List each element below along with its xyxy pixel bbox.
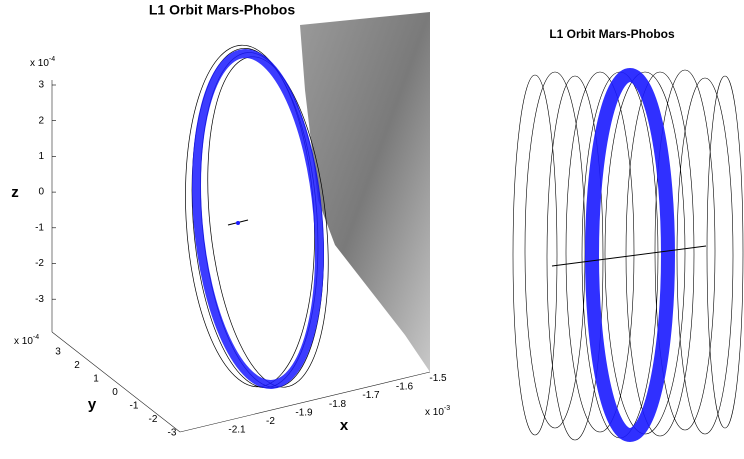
l1-marker-right bbox=[551, 245, 707, 267]
x-tick-label: -1.9 bbox=[295, 407, 313, 418]
x-label: x bbox=[340, 417, 349, 434]
z-tick-label: -1 bbox=[35, 222, 44, 233]
phobos-surface bbox=[300, 12, 430, 372]
x-tick-label: -2.1 bbox=[228, 425, 246, 436]
orbit-blue-right bbox=[585, 68, 675, 442]
y-tick-label: 1 bbox=[93, 374, 99, 385]
y-tick-label: -3 bbox=[168, 428, 177, 439]
y-tick-label: -1 bbox=[130, 401, 139, 412]
z-tick-label: 1 bbox=[38, 151, 44, 162]
z-tick-label: 0 bbox=[38, 187, 44, 198]
y-tick-label: 2 bbox=[74, 360, 80, 371]
z-tick-label: -3 bbox=[35, 294, 44, 305]
orbit-blue bbox=[192, 49, 324, 389]
x-tick-label: -1.6 bbox=[396, 382, 414, 393]
title: L1 Orbit Mars-Phobos bbox=[549, 27, 675, 41]
axes-box bbox=[51, 80, 431, 433]
z-label: z bbox=[11, 184, 19, 201]
y-tick-label: 0 bbox=[112, 387, 118, 398]
x-tick-label: -2 bbox=[266, 416, 275, 427]
y-tick-label: -2 bbox=[149, 414, 158, 425]
z-exponent: x 10-4 bbox=[30, 56, 55, 69]
x-tick-label: -1.5 bbox=[429, 373, 447, 384]
title: L1 Orbit Mars-Phobos bbox=[149, 2, 295, 18]
x-tick-label: -1.7 bbox=[362, 390, 380, 401]
z-tick-label: 2 bbox=[38, 115, 44, 126]
l1-point bbox=[236, 221, 240, 225]
z-tick-label: -2 bbox=[35, 258, 44, 269]
orbit-black-right bbox=[512, 69, 744, 441]
y-label: y bbox=[88, 396, 97, 413]
x-exponent: x 10-3 bbox=[425, 405, 450, 418]
z-tick-label: 3 bbox=[38, 80, 44, 91]
y-tick-label: 3 bbox=[55, 347, 61, 358]
x-tick-label: -1.8 bbox=[329, 399, 347, 410]
y-exponent: x 10-4 bbox=[14, 334, 39, 347]
